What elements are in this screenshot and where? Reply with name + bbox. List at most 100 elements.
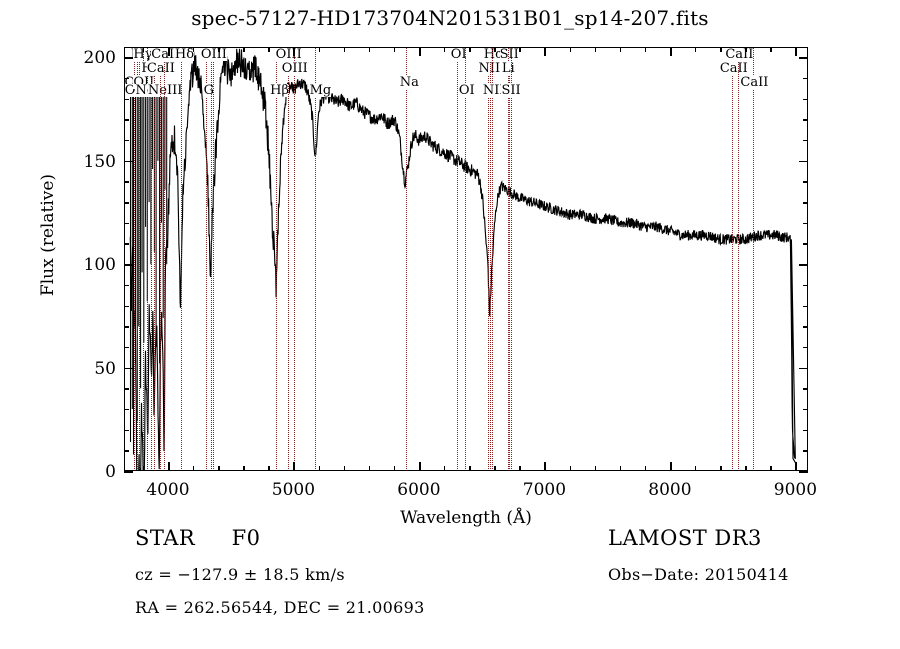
- spectral-line-marker: [136, 47, 138, 471]
- tick-mark: [124, 222, 129, 225]
- spectral-line-marker: [151, 47, 153, 471]
- spectral-line-marker: [153, 47, 155, 471]
- spectral-line-label: OIII: [200, 47, 227, 62]
- tick-mark: [293, 462, 296, 471]
- tick-mark: [803, 305, 808, 307]
- spectral-line-marker: [210, 47, 212, 471]
- page-title: spec-57127-HD173704N201531B01_sp14-207.f…: [191, 6, 709, 30]
- tick-mark: [803, 119, 808, 121]
- tick-mark: [519, 47, 521, 52]
- tick-mark: [418, 462, 421, 471]
- tick-mark: [494, 47, 496, 52]
- x-tick-label: 5000: [271, 480, 316, 500]
- tick-mark: [803, 408, 808, 411]
- tick-mark: [243, 466, 245, 471]
- tick-mark: [644, 47, 647, 52]
- tick-mark: [695, 466, 697, 471]
- tick-mark: [124, 57, 133, 59]
- tick-mark: [469, 47, 471, 52]
- tick-mark: [544, 462, 547, 471]
- tick-mark: [268, 466, 270, 471]
- tick-mark: [619, 466, 622, 471]
- tick-mark: [544, 47, 547, 56]
- tick-mark: [795, 47, 798, 56]
- spectral-line-label: CaII: [740, 75, 769, 90]
- tick-mark: [268, 47, 270, 52]
- tick-mark: [318, 47, 320, 52]
- tick-mark: [745, 466, 747, 471]
- spectral-line-label: Na: [399, 75, 419, 90]
- flux-polyline: [129, 48, 796, 471]
- tick-mark: [803, 450, 808, 452]
- tick-mark: [494, 466, 496, 471]
- tick-mark: [124, 243, 129, 245]
- tick-mark: [803, 346, 808, 349]
- x-tick-label: 8000: [648, 480, 692, 500]
- y-tick-label: 0: [105, 462, 116, 482]
- spectral-line-marker: [487, 47, 489, 471]
- spectral-line-label: Hβ: [270, 83, 290, 98]
- spectral-line-marker: [508, 47, 510, 471]
- tick-mark: [803, 284, 808, 287]
- tick-mark: [124, 284, 129, 287]
- tick-mark: [619, 47, 622, 52]
- spectral-line-label: OI: [458, 83, 475, 98]
- spectral-line-marker: [732, 47, 734, 471]
- spectral-line-label: CaII: [151, 47, 180, 62]
- tick-mark: [293, 47, 296, 56]
- spectral-line-marker: [142, 47, 144, 471]
- tick-mark: [795, 462, 798, 471]
- tick-mark: [799, 57, 808, 59]
- spectral-line-marker: [315, 47, 317, 471]
- tick-mark: [519, 466, 521, 471]
- tick-mark: [770, 466, 772, 471]
- tick-mark: [124, 160, 133, 163]
- spectral-line-marker: [159, 47, 161, 471]
- y-tick-label: 100: [83, 255, 116, 276]
- spectral-line-marker: [737, 47, 739, 471]
- spectral-line-marker: [163, 47, 165, 471]
- tick-mark: [124, 471, 133, 473]
- tick-mark: [803, 222, 808, 225]
- tick-mark: [243, 47, 245, 52]
- spectral-line-label: CaII: [146, 61, 175, 76]
- x-axis-title: Wavelength (Å): [400, 508, 532, 528]
- y-tick-label: 200: [83, 48, 116, 69]
- spectral-line-label: Hα: [483, 47, 504, 62]
- tick-mark: [594, 466, 597, 471]
- tick-mark: [124, 140, 129, 142]
- tick-mark: [318, 466, 320, 471]
- tick-mark: [418, 47, 421, 56]
- spectral-line-label: G: [203, 83, 215, 98]
- spectral-line-label: NII: [478, 61, 501, 76]
- tick-mark: [193, 466, 195, 471]
- spectral-line-label: OI: [450, 47, 467, 62]
- x-tick-label: 6000: [397, 480, 441, 500]
- y-tick-label: 50: [94, 358, 116, 379]
- tick-mark: [803, 388, 808, 390]
- tick-mark: [124, 98, 129, 101]
- tick-mark: [803, 202, 808, 204]
- spectral-line-label: Mg: [309, 83, 332, 98]
- tick-mark: [393, 466, 396, 471]
- tick-mark: [124, 388, 129, 390]
- footer-metadata: STAR F0 cz = −127.9 ± 18.5 km/s RA = 262…: [0, 525, 900, 649]
- tick-mark: [803, 326, 808, 328]
- tick-mark: [594, 47, 597, 52]
- spectral-type: F0: [231, 526, 261, 550]
- spectral-line-label: Hδ: [174, 47, 195, 62]
- tick-mark: [803, 140, 808, 142]
- tick-mark: [669, 47, 672, 56]
- tick-mark: [799, 471, 808, 473]
- spectral-line-marker: [510, 47, 512, 471]
- coordinates: RA = 262.56544, DEC = 21.00693: [135, 598, 425, 617]
- spectral-line-marker: [753, 47, 755, 471]
- tick-mark: [124, 181, 129, 183]
- tick-mark: [695, 47, 697, 52]
- tick-mark: [644, 466, 647, 471]
- object-class-and-type: STAR F0: [135, 526, 555, 550]
- tick-mark: [124, 367, 133, 370]
- tick-mark: [799, 160, 808, 163]
- spectral-line-label: SII: [499, 47, 519, 62]
- spectral-line-label: NII: [482, 83, 505, 98]
